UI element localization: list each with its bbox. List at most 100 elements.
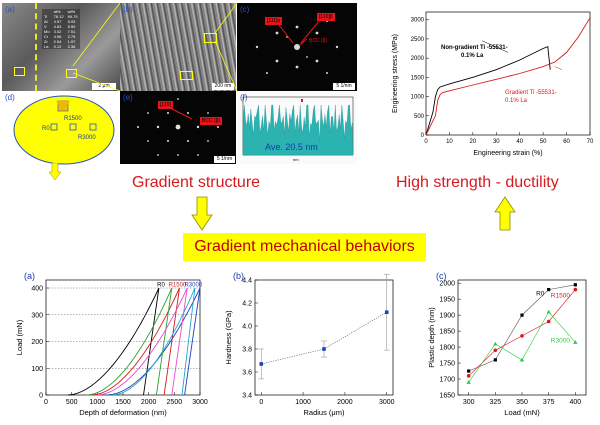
diffraction-c: (c) [111]α [110]β BCC (β) 5 1/nm <box>237 3 357 91</box>
selection-box <box>204 33 217 43</box>
ss-pointer <box>554 66 562 70</box>
ss-series-line <box>425 45 551 136</box>
composition-row: Zr 2.54 1.97 <box>42 39 80 44</box>
micrograph-a: (a) at% wt% Ti 78.12 69.75 Al 4.57 5.93 V 4.83 5.5… <box>2 3 120 91</box>
pd-point-r1500 <box>466 374 471 378</box>
pd-ytick-label: 1750 <box>439 361 455 368</box>
composition-cell: Cr <box>44 34 49 39</box>
ss-ytick-label: 2500 <box>411 37 425 43</box>
load-depth-chart: 0 500 1000 1500 2000 2500 3000 0 100 200 300 400 Dep… <box>15 271 208 417</box>
pd-ytick-label: 1700 <box>439 377 455 384</box>
ss-ytick-label: 0 <box>421 133 425 139</box>
composition-cell: wt% <box>67 9 76 14</box>
ss-xtick-label: 10 <box>446 139 453 145</box>
hd-data-point <box>259 362 264 366</box>
composition-cell: at% <box>53 9 61 14</box>
ld-xtick-label: 500 <box>66 399 78 406</box>
ss-ytick-label: 1500 <box>411 75 425 81</box>
scale-bar-b: 200 nm <box>212 83 234 90</box>
diffraction-e: (e) [110] BCC (β) 5 1/nm <box>120 91 236 164</box>
pd-point-r0 <box>467 369 471 373</box>
ld-ytick-label: 300 <box>31 312 43 319</box>
micrograph-b: (b) 200 nm <box>120 3 236 91</box>
label-gradient-2: 0.1% La <box>505 98 528 104</box>
ld-xtick-label: 2500 <box>167 399 183 406</box>
ss-xtick-label: 50 <box>540 139 547 145</box>
composition-cell: 78.12 <box>53 14 64 19</box>
ld-xlabel: Depth of deformation (nm) <box>79 408 167 417</box>
hd-xtick-label: 0 <box>259 399 263 406</box>
pd-point-r3000 <box>493 341 498 346</box>
composition-row: La 0.12 0.36 <box>42 44 80 49</box>
pd-label-r1500: R1500 <box>551 293 571 300</box>
hd-panel-label: (b) <box>233 271 244 281</box>
label-non-gradient-2: 0.1% La <box>461 53 484 59</box>
linescan-plot <box>242 96 354 156</box>
pd-point-r0 <box>573 283 577 287</box>
tag-beta: [110]β <box>317 13 335 21</box>
hd-data-point <box>384 310 389 314</box>
disk-diagram <box>13 95 115 165</box>
composition-row: Al 4.57 5.93 <box>42 19 80 24</box>
pd-xtick-label: 350 <box>516 399 528 406</box>
pd-point-r0 <box>493 358 497 362</box>
composition-row: at% wt% <box>42 9 80 14</box>
ld-xtick-label: 2000 <box>141 399 157 406</box>
up-arrow-icon <box>494 196 516 231</box>
selection-box <box>180 71 193 80</box>
pd-ytick-label: 1650 <box>439 393 455 400</box>
ld-series-label: R1500 <box>169 283 187 289</box>
composition-cell: La <box>44 44 49 49</box>
ss-pointer <box>482 40 509 53</box>
ss-ylabel: Engineering stress (MPa) <box>392 34 399 113</box>
disk-label-r3000: R3000 <box>78 135 96 141</box>
down-arrow-icon <box>191 196 213 231</box>
composition-cell: 0.12 <box>53 44 62 49</box>
composition-cell: 69.75 <box>67 14 78 19</box>
gradient-boundary <box>35 3 39 91</box>
selection-box <box>66 69 77 78</box>
banner-mechanical-behaviors: Gradient mechanical behaviors <box>183 233 426 261</box>
ld-xtick-label: 3000 <box>192 399 208 406</box>
selection-box <box>14 67 25 76</box>
ss-ytick-label: 2000 <box>411 56 425 62</box>
composition-row: Mo 3.02 7.51 <box>42 29 80 34</box>
ss-frame <box>425 11 591 136</box>
ld-series-label: R0 <box>157 283 165 289</box>
disk-arrow-icon <box>49 163 61 180</box>
hd-data-point <box>322 347 326 351</box>
hd-xtick-label: 1000 <box>295 399 311 406</box>
label-gradient-1: Gradient Ti -55531- <box>505 90 557 96</box>
composition-cell: 0.36 <box>67 44 76 49</box>
linescan-signal <box>242 104 354 156</box>
panel-a-label: (a) <box>5 5 15 14</box>
pd-point-r3000 <box>546 309 551 314</box>
composition-cell: 4.83 <box>53 24 62 29</box>
hd-ytick-label: 4.2 <box>242 301 252 308</box>
hd-ytick-label: 4.0 <box>242 324 252 331</box>
pd-xtick-label: 325 <box>489 399 501 406</box>
composition-cell: V <box>44 24 47 29</box>
ss-xtick-label: 40 <box>516 139 523 145</box>
hd-xtick-label: 2000 <box>337 399 353 406</box>
tag-alpha: [111]α <box>265 17 283 25</box>
pd-xtick-label: 400 <box>569 399 581 406</box>
ld-series-curve <box>87 287 173 396</box>
disk-label-r0: R0 <box>42 126 50 132</box>
ld-frame <box>45 279 201 396</box>
plastic-depth-chart: 300 325 350 375 400 1650 1700 1750 1800 1850 1900 1… <box>427 271 587 417</box>
composition-table: at% wt% Ti 78.12 69.75 Al 4.57 5.93 V 4.83 5.50 Mo 3… <box>42 9 80 49</box>
ss-series-line <box>425 17 591 136</box>
composition-cell: 4.57 <box>53 19 62 24</box>
ss-ytick-label: 1000 <box>411 95 425 101</box>
hd-trend-line <box>261 311 387 365</box>
linescan-marker <box>301 99 303 102</box>
ss-xtick-label: 0 <box>424 139 428 145</box>
linescan-xlabel: nm <box>293 157 299 162</box>
composition-row: Ti 78.12 69.75 <box>42 14 80 19</box>
pd-panel-label: (c) <box>436 271 447 281</box>
composition-cell: 1.97 <box>67 39 76 44</box>
linescan-average: Ave. 20.5 nm <box>265 142 318 152</box>
pd-point-r3000 <box>519 357 525 362</box>
pd-point-r1500 <box>493 348 498 353</box>
